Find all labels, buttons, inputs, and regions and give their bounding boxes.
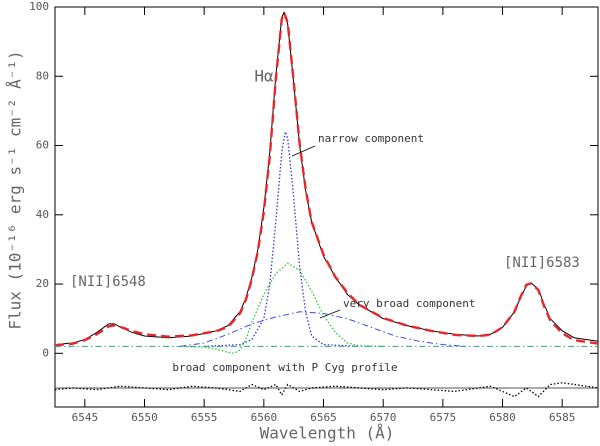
y-tick-label: 100 — [29, 0, 49, 13]
x-tick-label: 6575 — [430, 411, 457, 424]
spectrum-line — [54, 11, 599, 347]
spectrum-line — [54, 382, 599, 398]
x-tick-label: 6580 — [489, 411, 516, 424]
y-axis-label: Flux (10⁻¹⁶ erg s⁻¹ cm⁻² Å⁻¹) — [6, 50, 25, 329]
x-tick-label: 6555 — [191, 411, 218, 424]
annotation: very broad component — [343, 297, 475, 310]
y-tick-label: 40 — [36, 208, 49, 221]
spectrum-line — [180, 311, 467, 347]
y-tick-label: 80 — [36, 69, 49, 82]
x-tick-label: 6565 — [310, 411, 337, 424]
y-tick-label: 0 — [42, 346, 49, 359]
x-tick-label: 6570 — [370, 411, 397, 424]
annotation: [NII]6548 — [70, 274, 146, 290]
x-tick-label: 6560 — [251, 411, 278, 424]
annotation: broad component with P Cyg profile — [172, 361, 397, 374]
plot-frame — [54, 6, 599, 408]
spectrum-line — [180, 262, 384, 354]
y-tick-label: 20 — [36, 277, 49, 290]
annotation: Hα — [254, 67, 274, 86]
spectrum-line — [54, 11, 599, 346]
y-tick-label: 60 — [36, 139, 49, 152]
annotation: narrow component — [318, 132, 424, 145]
x-axis-label: Wavelength (Å) — [260, 424, 395, 443]
annotation: [NII]6583 — [504, 255, 580, 271]
x-tick-label: 6585 — [549, 411, 576, 424]
pointer-line — [319, 309, 341, 319]
spectrum-line — [204, 131, 360, 348]
pointer-line — [291, 145, 316, 157]
x-tick-label: 6550 — [131, 411, 158, 424]
x-tick-label: 6545 — [72, 411, 99, 424]
